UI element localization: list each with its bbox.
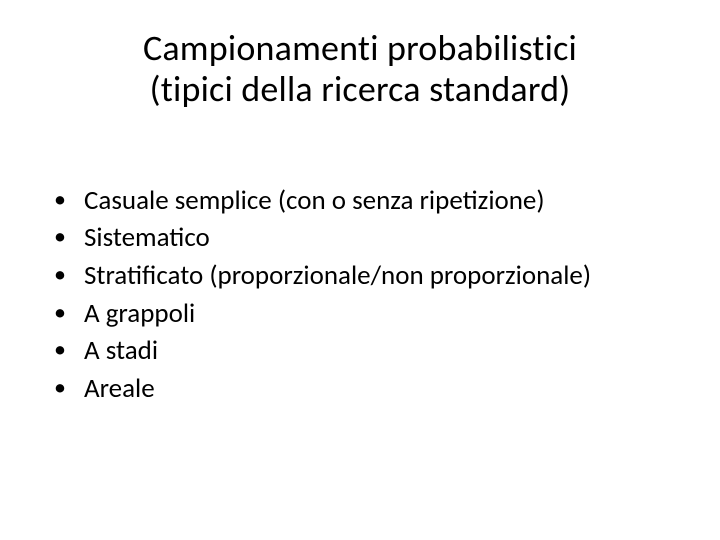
title-line-2: (tipici della ricerca standard)	[150, 67, 571, 111]
slide-title: Campionamenti probabilistici (tipici del…	[40, 28, 680, 111]
bullet-text: Stratificato (proporzionale/non proporzi…	[84, 259, 591, 292]
bullet-text: Areale	[84, 372, 155, 405]
title-line-1: Campionamenti probabilistici	[143, 26, 577, 70]
list-item: A grappoli	[54, 296, 680, 332]
bullet-text: Casuale semplice (con o senza ripetizion…	[84, 184, 545, 217]
list-item: Sistematico	[54, 220, 680, 256]
list-item: A stadi	[54, 333, 680, 369]
slide: Campionamenti probabilistici (tipici del…	[0, 0, 720, 540]
bullet-text: Sistematico	[84, 221, 210, 254]
bullet-text: A grappoli	[84, 297, 195, 330]
list-item: Casuale semplice (con o senza ripetizion…	[54, 183, 680, 219]
bullet-list: Casuale semplice (con o senza ripetizion…	[40, 183, 680, 407]
bullet-text: A stadi	[84, 334, 158, 367]
list-item: Areale	[54, 371, 680, 407]
list-item: Stratificato (proporzionale/non proporzi…	[54, 258, 680, 294]
